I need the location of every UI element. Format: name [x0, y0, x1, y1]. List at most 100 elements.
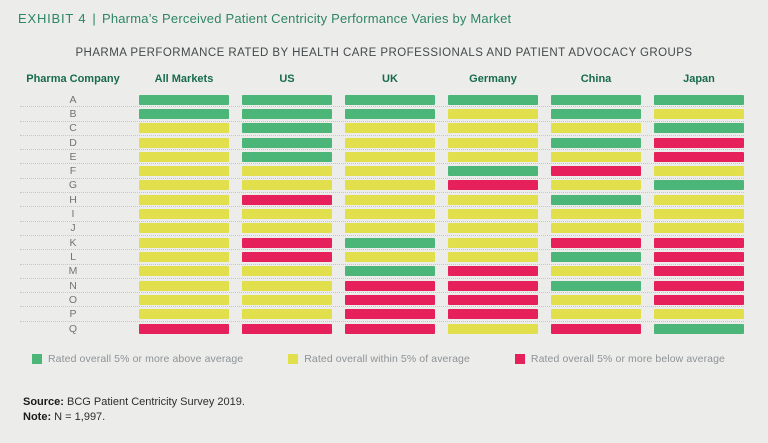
column-header-all-markets: All Markets: [154, 73, 214, 85]
rating-cell-germany-above: [448, 166, 538, 177]
rating-cell-china-above: [551, 251, 641, 262]
rating-cell-us-within: [242, 280, 332, 291]
rating-cell-germany-within: [448, 151, 538, 162]
rating-cell-us-below: [242, 194, 332, 205]
rating-cell-japan-within: [654, 166, 744, 177]
legend-item-within: Rated overall within 5% of average: [288, 353, 470, 365]
page-title: Pharma’s Perceived Patient Centricity Pe…: [101, 11, 512, 26]
legend-item-below: Rated overall 5% or more below average: [514, 353, 725, 365]
company-label: Q: [68, 322, 78, 335]
rating-cell-all-markets-below: [139, 323, 229, 334]
note-label: Note:: [23, 411, 52, 424]
rating-cell-japan-above: [654, 94, 744, 105]
rating-cell-us-within: [242, 309, 332, 320]
rating-cell-all-markets-within: [139, 266, 229, 277]
note-line: Note: N = 1,997.: [23, 410, 768, 425]
exhibit-number: EXHIBIT 4: [18, 11, 87, 26]
rating-cell-all-markets-within: [139, 151, 229, 162]
table-row-company-p: P: [20, 307, 744, 322]
rating-cell-china-within: [551, 266, 641, 277]
rating-cell-china-within: [551, 123, 641, 134]
rating-cell-china-within: [551, 180, 641, 191]
table-row-company-n: N: [20, 279, 744, 294]
rating-cell-uk-below: [345, 323, 435, 334]
rating-cell-germany-within: [448, 123, 538, 134]
rating-cell-germany-below: [448, 180, 538, 191]
table-row-company-o: O: [20, 293, 744, 308]
legend-item-above: Rated overall 5% or more above average: [32, 353, 243, 365]
rating-cell-uk-below: [345, 294, 435, 305]
table-row-company-k: K: [20, 236, 744, 251]
company-label: P: [69, 308, 77, 321]
rating-cell-china-within: [551, 223, 641, 234]
rating-cell-china-below: [551, 166, 641, 177]
column-header-uk: UK: [382, 73, 398, 85]
rating-cell-china-above: [551, 108, 641, 119]
rating-cell-us-within: [242, 180, 332, 191]
company-label: B: [69, 107, 77, 120]
table-row-company-g: G: [20, 179, 744, 194]
rating-cell-all-markets-within: [139, 180, 229, 191]
rating-cell-japan-within: [654, 108, 744, 119]
company-label: L: [70, 250, 76, 263]
legend-swatch-within-icon: [288, 354, 299, 365]
legend-swatch-below-icon: [514, 354, 525, 365]
table-row-company-e: E: [20, 150, 744, 165]
company-label: J: [70, 222, 76, 235]
rating-cell-germany-within: [448, 251, 538, 262]
company-label: E: [69, 150, 77, 163]
source-line: Source: BCG Patient Centricity Survey 20…: [23, 395, 768, 410]
rating-cell-us-above: [242, 94, 332, 105]
column-header-china: China: [580, 73, 612, 85]
company-label: D: [69, 136, 77, 149]
rating-cell-china-within: [551, 209, 641, 220]
source-text: BCG Patient Centricity Survey 2019.: [67, 396, 245, 409]
rating-cell-all-markets-within: [139, 309, 229, 320]
company-label: H: [69, 193, 77, 206]
rating-cell-all-markets-above: [139, 94, 229, 105]
rating-cell-us-below: [242, 237, 332, 248]
company-label: M: [68, 265, 78, 278]
legend-label-within: Rated overall within 5% of average: [304, 353, 470, 366]
rating-cell-uk-within: [345, 151, 435, 162]
chart-subtitle: PHARMA PERFORMANCE RATED BY HEALTH CARE …: [75, 47, 693, 59]
column-header-pharma-company: Pharma Company: [26, 73, 120, 85]
note-text: N = 1,997.: [54, 411, 106, 424]
rating-cell-all-markets-within: [139, 123, 229, 134]
rating-cell-germany-within: [448, 323, 538, 334]
rating-cell-uk-within: [345, 123, 435, 134]
rating-cell-us-above: [242, 151, 332, 162]
rating-cell-japan-below: [654, 237, 744, 248]
rating-cell-germany-below: [448, 280, 538, 291]
rating-cell-germany-within: [448, 237, 538, 248]
company-label: N: [69, 279, 77, 292]
company-label: A: [69, 93, 77, 106]
rating-cell-uk-within: [345, 137, 435, 148]
rating-cell-uk-above: [345, 237, 435, 248]
rating-cell-all-markets-within: [139, 251, 229, 262]
rating-cell-japan-below: [654, 151, 744, 162]
rating-cell-china-within: [551, 151, 641, 162]
rating-cell-japan-below: [654, 251, 744, 262]
column-header-us: US: [279, 73, 295, 85]
rating-cell-germany-within: [448, 223, 538, 234]
rating-cell-us-below: [242, 323, 332, 334]
rating-cell-all-markets-above: [139, 108, 229, 119]
rating-cell-uk-above: [345, 94, 435, 105]
chart-legend: Rated overall 5% or more above average Ra…: [32, 353, 725, 365]
rating-cell-all-markets-within: [139, 294, 229, 305]
rating-cell-all-markets-within: [139, 237, 229, 248]
rating-cell-japan-above: [654, 123, 744, 134]
table-row-company-j: J: [20, 222, 744, 236]
table-row-company-h: H: [20, 193, 744, 208]
title-separator: |: [92, 11, 96, 26]
rating-cell-us-above: [242, 108, 332, 119]
footer-notes: Source: BCG Patient Centricity Survey 20…: [23, 395, 768, 426]
rating-cell-germany-within: [448, 137, 538, 148]
rating-cell-japan-above: [654, 323, 744, 334]
rating-cell-us-below: [242, 251, 332, 262]
rating-cell-all-markets-within: [139, 209, 229, 220]
table-row-company-c: C: [20, 122, 744, 136]
company-label: O: [68, 293, 78, 306]
